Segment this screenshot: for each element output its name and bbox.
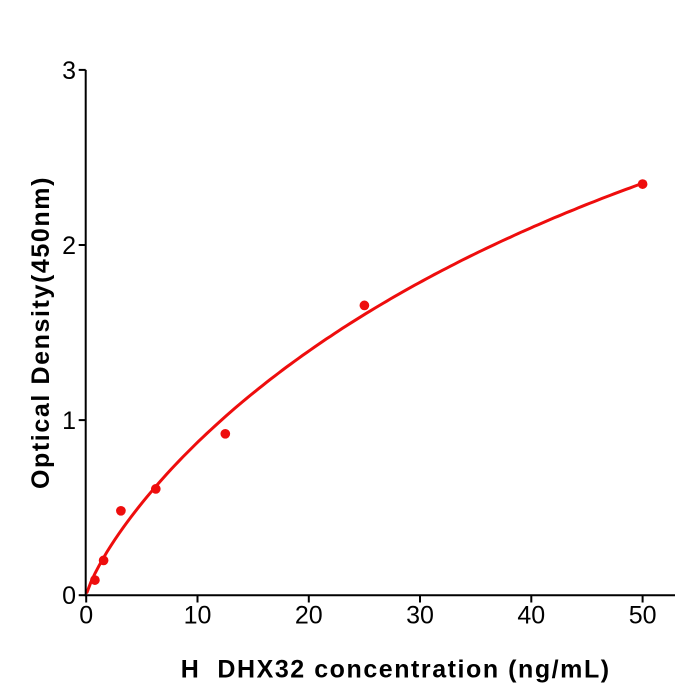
svg-text:0: 0 [79, 602, 93, 630]
svg-text:30: 30 [406, 602, 434, 630]
svg-text:DHX32 concentration (ng/mL): DHX32 concentration (ng/mL) [217, 655, 610, 683]
svg-text:0: 0 [62, 582, 76, 610]
svg-text:H: H [181, 655, 200, 683]
svg-text:10: 10 [184, 602, 212, 630]
svg-text:3: 3 [62, 57, 76, 85]
svg-text:40: 40 [517, 602, 545, 630]
svg-text:1: 1 [62, 407, 76, 435]
svg-text:Optical Density(450nm): Optical Density(450nm) [27, 176, 55, 489]
svg-text:2: 2 [62, 232, 76, 260]
svg-text:50: 50 [629, 602, 657, 630]
svg-text:20: 20 [295, 602, 323, 630]
